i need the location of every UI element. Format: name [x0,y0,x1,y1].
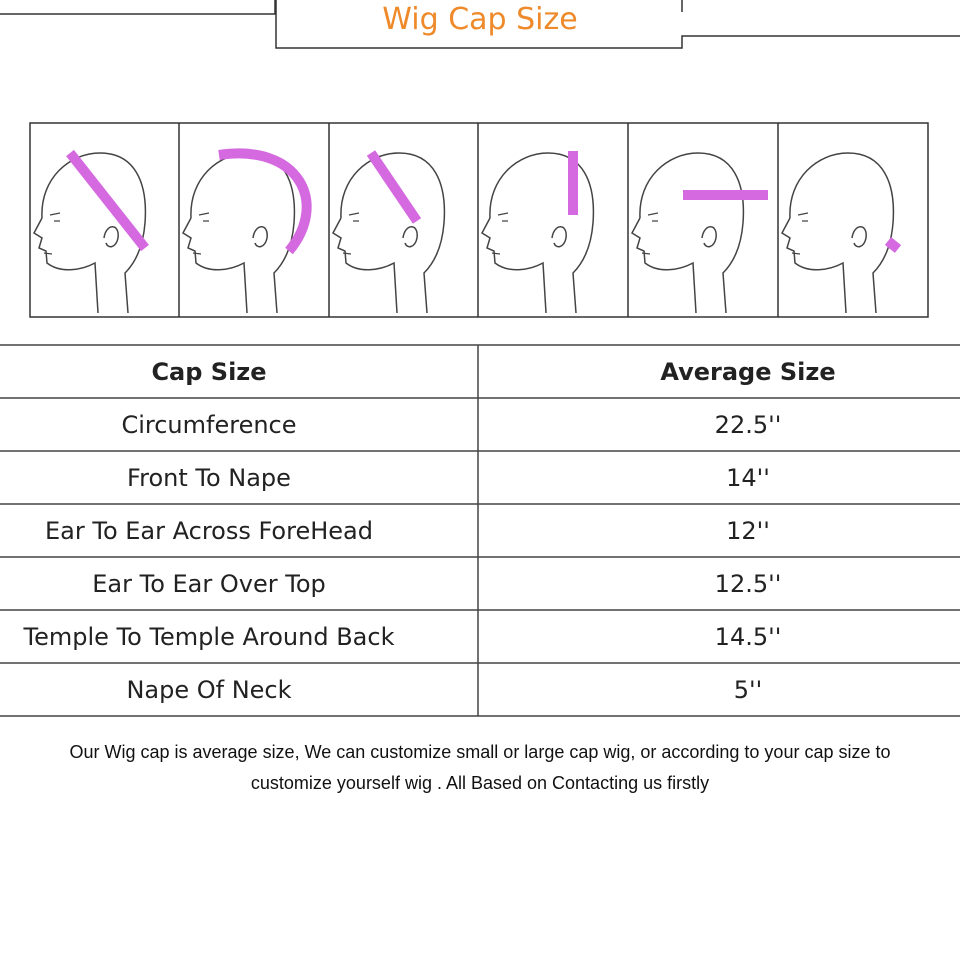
table-cell: 5'' [733,675,763,704]
note-line: Our Wig cap is average size, We can cust… [69,742,891,762]
column-header: Cap Size [151,357,267,386]
table-cell: 14'' [726,463,770,492]
table-cell: Ear To Ear Across ForeHead [45,516,373,545]
title-frame [0,0,960,49]
table-cell: 14.5'' [714,622,782,651]
table-cell: 22.5'' [714,410,782,439]
table-cell: Ear To Ear Over Top [92,569,326,598]
table-lines [0,344,960,717]
column-header: Average Size [660,357,836,386]
table-cell: Circumference [121,410,297,439]
table-cell: 12.5'' [714,569,782,598]
title: Wig Cap Size [382,2,578,37]
table-cell: Front To Nape [127,463,291,492]
table-cell: Nape Of Neck [126,675,292,704]
illustrations [0,122,929,330]
table-cell: 12'' [726,516,770,545]
table-cell: Temple To Temple Around Back [23,622,395,651]
note-line: customize yourself wig . All Based on Co… [250,773,710,793]
